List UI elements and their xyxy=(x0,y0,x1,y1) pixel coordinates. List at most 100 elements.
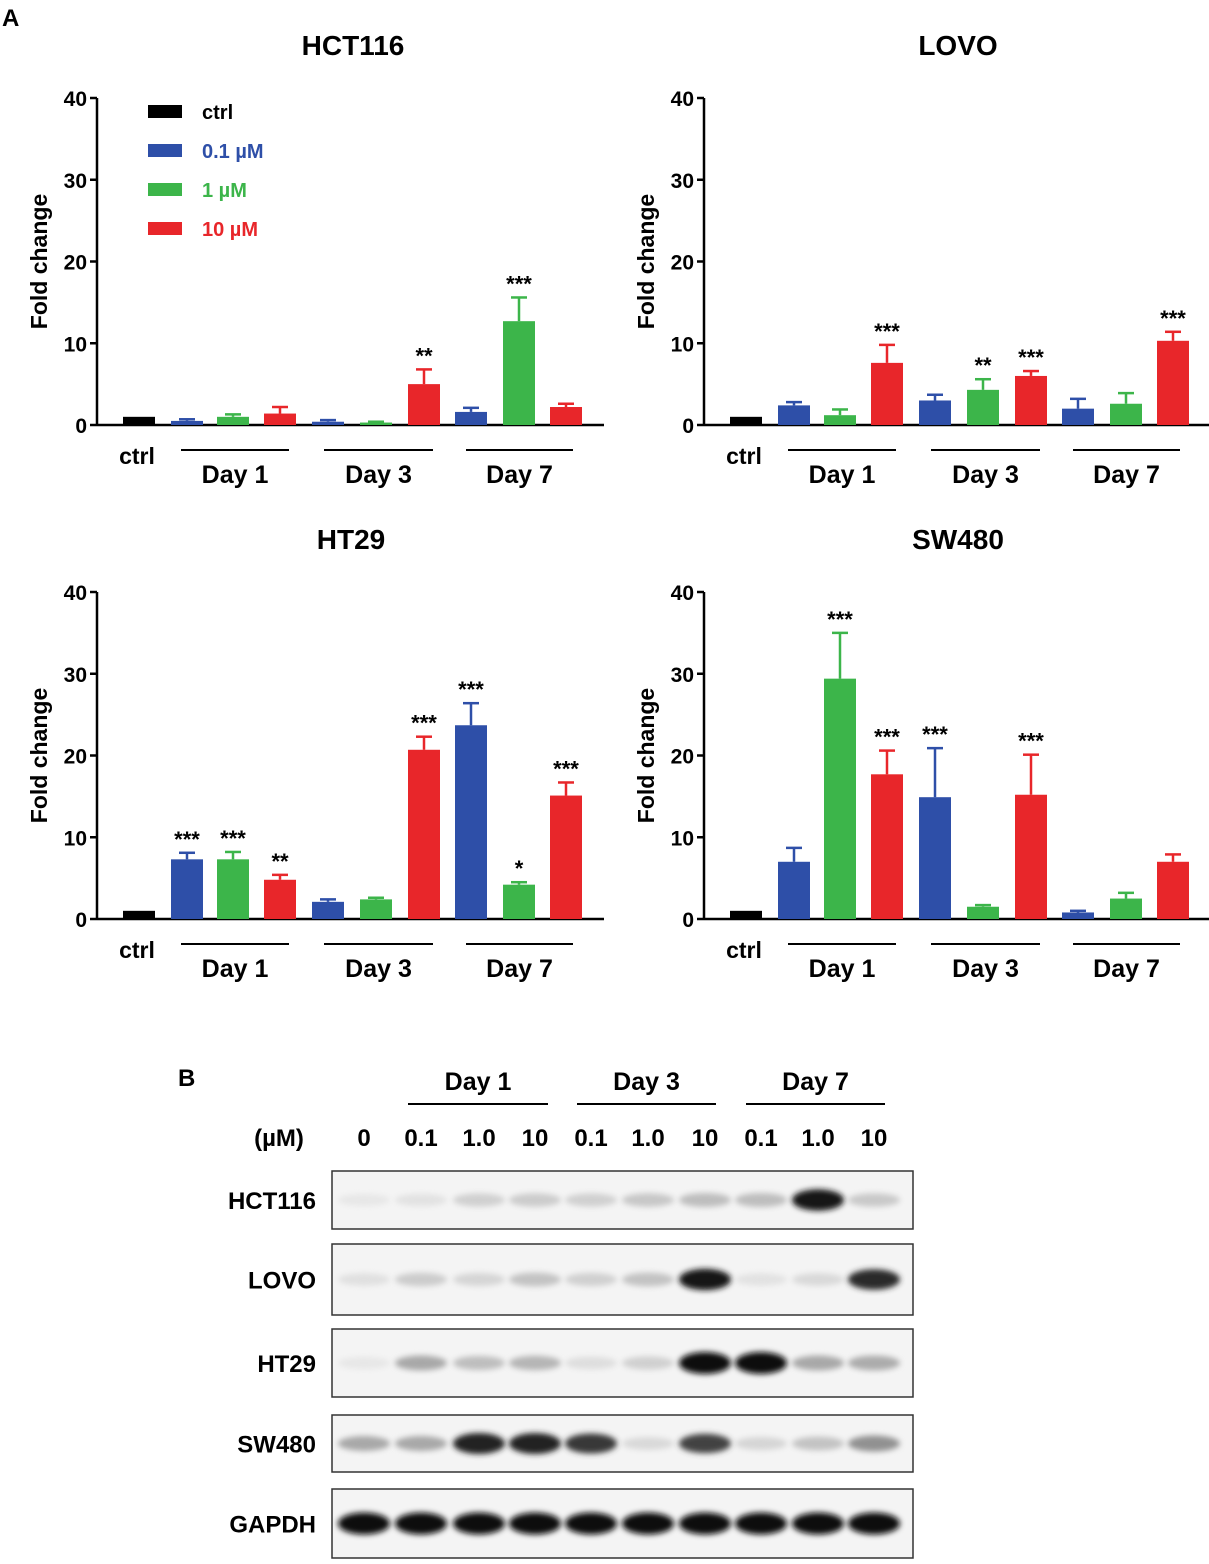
legend-label: 10 µM xyxy=(202,219,258,241)
significance-mark: *** xyxy=(874,725,900,750)
bar xyxy=(1157,340,1189,425)
significance-mark: ** xyxy=(974,353,992,378)
blot-band xyxy=(735,1512,787,1535)
y-tick-label: 10 xyxy=(64,827,87,850)
blot-lane-label: 0.1 xyxy=(574,1125,607,1152)
bar xyxy=(550,795,582,919)
blot-band xyxy=(622,1437,674,1450)
blot-band xyxy=(509,1512,561,1535)
significance-mark: *** xyxy=(506,271,532,296)
legend-swatch xyxy=(148,144,182,157)
blot-row-label: HCT116 xyxy=(228,1188,316,1215)
bar xyxy=(1157,861,1189,919)
y-tick-label: 10 xyxy=(671,827,694,850)
x-group-label: Day 3 xyxy=(345,461,412,489)
blot-band xyxy=(622,1272,674,1287)
blot-band xyxy=(509,1433,561,1454)
chart-title: SW480 xyxy=(912,524,1004,555)
blot-row-gapdh: GAPDH xyxy=(229,1488,914,1559)
bar xyxy=(360,422,392,425)
blot-row-ht29: HT29 xyxy=(257,1328,914,1398)
x-group-label: Day 1 xyxy=(202,955,269,983)
blot-band xyxy=(565,1433,617,1454)
bar xyxy=(123,910,155,919)
blot-band xyxy=(453,1193,505,1207)
blot-lane-label: 0.1 xyxy=(404,1125,437,1152)
blot-lane-label: 1.0 xyxy=(462,1125,495,1152)
x-group-label: Day 7 xyxy=(1093,955,1160,983)
significance-mark: *** xyxy=(220,826,246,851)
y-tick-label: 40 xyxy=(64,88,87,111)
blot-row-lovo: LOVO xyxy=(248,1243,914,1316)
blot-band xyxy=(848,1512,900,1535)
y-tick-label: 40 xyxy=(671,88,694,111)
significance-mark: *** xyxy=(922,722,948,747)
bar xyxy=(967,389,999,425)
x-group-label-ctrl: ctrl xyxy=(726,443,762,469)
bar xyxy=(1015,794,1047,919)
x-group-label: Day 3 xyxy=(345,955,412,983)
x-group-label: Day 3 xyxy=(952,461,1019,489)
chart-sw480: SW480 Fold change 0 10 20 30 40 *** *** *** *** ctr… xyxy=(633,524,1209,983)
bar xyxy=(408,384,440,425)
y-axis-label: Fold change xyxy=(26,688,52,823)
y-tick-label: 40 xyxy=(64,582,87,605)
y-tick-label: 10 xyxy=(64,333,87,356)
blot-band xyxy=(338,1436,390,1451)
blot-unit-label: (µM) xyxy=(254,1125,304,1152)
y-axis-label: Fold change xyxy=(633,688,659,823)
blot-day-label: Day 3 xyxy=(613,1068,680,1096)
bar xyxy=(730,416,762,425)
legend-swatch xyxy=(148,183,182,196)
significance-mark: *** xyxy=(174,827,200,852)
significance-mark: *** xyxy=(1018,345,1044,370)
bar xyxy=(312,421,344,425)
bar xyxy=(919,797,951,919)
blot-lane-label: 10 xyxy=(692,1125,719,1152)
x-group-label: Day 7 xyxy=(1093,461,1160,489)
bar xyxy=(503,321,535,425)
blot-band xyxy=(395,1193,447,1207)
blot-band xyxy=(679,1352,731,1374)
bar xyxy=(455,411,487,425)
legend-label: ctrl xyxy=(202,102,233,124)
blot-band xyxy=(735,1352,787,1374)
bar xyxy=(1062,408,1094,425)
panel-label-b: B xyxy=(178,1065,195,1092)
blot-band xyxy=(735,1437,787,1450)
blot-band xyxy=(679,1512,731,1535)
blot-row-label: HT29 xyxy=(257,1351,316,1378)
significance-mark: ** xyxy=(271,849,289,874)
x-group-label: Day 1 xyxy=(202,461,269,489)
y-tick-label: 30 xyxy=(64,664,87,687)
y-tick-label: 0 xyxy=(682,415,694,438)
y-tick-label: 30 xyxy=(671,170,694,193)
bar xyxy=(967,906,999,919)
bar xyxy=(264,879,296,919)
blot-band xyxy=(792,1512,844,1535)
blot-band xyxy=(565,1193,617,1207)
y-tick-label: 20 xyxy=(671,746,694,769)
western-blot: Day 1 Day 3 Day 7 (µM) 0 0.1 1.0 10 0.1 1.0 10 0.1 1… xyxy=(228,1068,914,1559)
blot-band xyxy=(565,1512,617,1535)
blot-band xyxy=(679,1268,731,1291)
significance-mark: *** xyxy=(827,607,853,632)
x-group-label-ctrl: ctrl xyxy=(119,937,155,963)
significance-mark: *** xyxy=(458,677,484,702)
bar xyxy=(408,749,440,919)
blot-band xyxy=(453,1433,505,1454)
blot-band xyxy=(395,1355,447,1371)
blot-band xyxy=(338,1273,390,1286)
panel-label-a: A xyxy=(2,5,19,32)
blot-band xyxy=(848,1435,900,1452)
y-tick-label: 0 xyxy=(75,415,87,438)
bar xyxy=(919,400,951,425)
blot-band xyxy=(509,1193,561,1207)
blot-band xyxy=(792,1436,844,1451)
blot-band xyxy=(848,1355,900,1371)
blot-lane-label: 0 xyxy=(357,1125,370,1152)
bar xyxy=(217,859,249,919)
